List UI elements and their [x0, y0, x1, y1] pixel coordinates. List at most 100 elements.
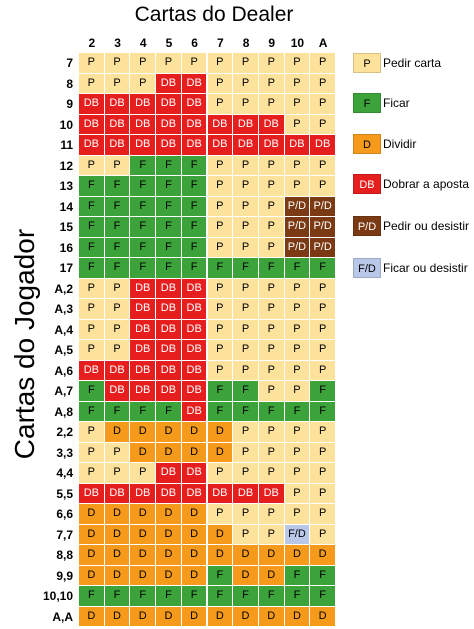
strategy-cell: DB	[130, 360, 156, 380]
strategy-cell: P	[233, 155, 258, 175]
strategy-cell: D	[207, 422, 233, 442]
strategy-cell: P	[258, 94, 284, 114]
strategy-cell: D	[284, 545, 310, 565]
strategy-cell: F	[130, 217, 156, 237]
strategy-cell: P	[207, 340, 233, 360]
strategy-cell: P	[310, 94, 335, 114]
strategy-cell: F	[130, 401, 156, 421]
strategy-cell: D	[207, 606, 233, 626]
strategy-cell: F	[156, 258, 181, 278]
strategy-cell: D	[233, 565, 258, 585]
strategy-cell: P	[207, 463, 233, 483]
strategy-cell: P	[207, 73, 233, 93]
strategy-cell: F	[233, 381, 258, 401]
strategy-cell: P	[284, 299, 310, 319]
strategy-cell: DB	[104, 135, 130, 155]
strategy-cell: DB	[207, 135, 233, 155]
strategy-cell: P	[258, 196, 284, 216]
strategy-cell: P	[310, 463, 335, 483]
strategy-cell: DB	[130, 381, 156, 401]
strategy-cell: DB	[104, 483, 130, 503]
strategy-cell: F	[207, 565, 233, 585]
strategy-cell: P	[104, 463, 130, 483]
strategy-cell: P	[233, 73, 258, 93]
strategy-cell: DB	[130, 319, 156, 339]
strategy-cell: P	[233, 504, 258, 524]
strategy-cell: F	[130, 155, 156, 175]
strategy-cell: D	[258, 606, 284, 626]
strategy-cell: F	[104, 176, 130, 196]
strategy-cell: F	[181, 586, 207, 606]
row-label: A,4	[54, 322, 73, 337]
column-header: A	[318, 36, 328, 50]
strategy-cell: P	[284, 483, 310, 503]
strategy-cell: P	[79, 340, 104, 360]
strategy-cell: P	[130, 53, 156, 73]
legend-label: Pedir ou desistir	[383, 219, 470, 233]
strategy-cell: P	[284, 381, 310, 401]
column-header: 6	[191, 36, 198, 50]
strategy-cell: F	[104, 217, 130, 237]
strategy-cell: D	[130, 565, 156, 585]
strategy-cell: P	[284, 340, 310, 360]
strategy-cell: P	[79, 278, 104, 298]
strategy-cell: D	[104, 545, 130, 565]
strategy-cell: P	[258, 217, 284, 237]
strategy-cell: F	[104, 401, 130, 421]
strategy-cell: F	[181, 237, 207, 257]
column-header: 7	[217, 36, 224, 50]
strategy-cell: P	[233, 176, 258, 196]
strategy-cell: P	[233, 422, 258, 442]
column-header: 9	[268, 36, 276, 50]
row-label: 9	[66, 97, 73, 111]
strategy-cell: DB	[258, 135, 284, 155]
row-label: 12	[59, 158, 73, 173]
strategy-cell: F	[130, 586, 156, 606]
legend-label: Pedir carta	[383, 56, 442, 70]
strategy-cell: DB	[156, 463, 181, 483]
strategy-cell: P	[258, 299, 284, 319]
strategy-cell: P	[233, 442, 258, 462]
strategy-cell: D	[79, 606, 104, 626]
strategy-cell: P	[233, 524, 258, 544]
strategy-cell: DB	[181, 340, 207, 360]
strategy-cell: D	[104, 565, 130, 585]
legend-swatch: D	[353, 134, 381, 154]
strategy-cell: D	[181, 504, 207, 524]
strategy-cell: P	[207, 299, 233, 319]
strategy-cell: P	[156, 53, 181, 73]
strategy-cell: DB	[181, 73, 207, 93]
strategy-cell: P	[233, 217, 258, 237]
strategy-cell: DB	[207, 483, 233, 503]
strategy-cell: P	[207, 176, 233, 196]
strategy-cell: DB	[310, 135, 335, 155]
strategy-cell: P	[284, 114, 310, 134]
strategy-cell: P	[284, 94, 310, 114]
strategy-cell: P	[104, 278, 130, 298]
strategy-cell: F	[104, 196, 130, 216]
strategy-cell: P	[284, 176, 310, 196]
strategy-cell: F	[310, 258, 335, 278]
strategy-cell: P	[258, 278, 284, 298]
strategy-cell: DB	[258, 483, 284, 503]
strategy-cell: F	[79, 381, 104, 401]
row-label: 2,2	[56, 425, 73, 439]
strategy-cell: F	[79, 237, 104, 257]
row-label: A,3	[54, 302, 73, 316]
strategy-cell: DB	[284, 135, 310, 155]
strategy-cell: P	[258, 442, 284, 462]
row-label: 11	[60, 138, 73, 152]
row-label: A,8	[54, 404, 73, 419]
strategy-cell: P	[310, 483, 335, 503]
legend-swatch: P	[353, 53, 381, 73]
strategy-cell: D	[181, 545, 207, 565]
column-header: 4	[139, 36, 147, 50]
strategy-cell: P	[104, 340, 130, 360]
strategy-cell: P	[310, 73, 335, 93]
row-label: A,2	[54, 281, 73, 296]
strategy-cell: D	[156, 606, 181, 626]
strategy-cell: DB	[181, 94, 207, 114]
strategy-cell: P	[130, 73, 156, 93]
strategy-cell: F	[130, 196, 156, 216]
strategy-cell: F	[284, 586, 310, 606]
